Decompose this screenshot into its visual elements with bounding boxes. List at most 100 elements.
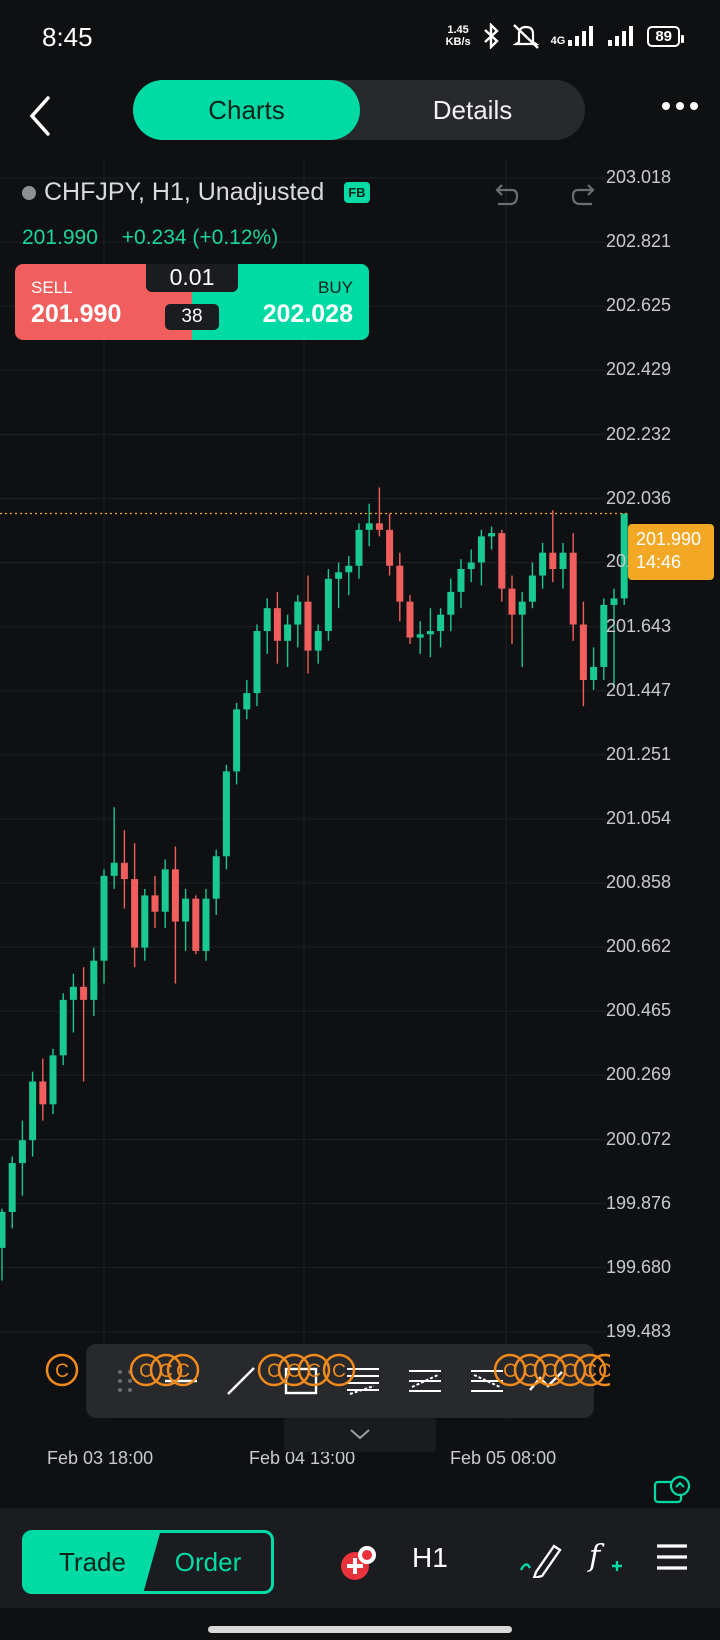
candle xyxy=(559,542,567,589)
candle xyxy=(569,533,577,641)
pitchfork-icon[interactable] xyxy=(468,1362,506,1400)
tab-details[interactable]: Details xyxy=(432,95,513,125)
candle xyxy=(49,1048,57,1115)
price-change: +0.234 (+0.12%) xyxy=(121,226,279,249)
svg-text:C: C xyxy=(267,1361,281,1382)
indicator-icon[interactable]: f xyxy=(586,1538,626,1578)
back-button[interactable] xyxy=(20,88,70,148)
status-icons: 1.45 KB/s 4G 89 xyxy=(445,22,684,50)
draw-icon[interactable] xyxy=(518,1538,562,1578)
svg-text:C: C xyxy=(598,1361,610,1382)
event-marker[interactable]: C xyxy=(322,1353,356,1387)
svg-text:C: C xyxy=(332,1361,346,1382)
bottom-bar: Trade Order H1 f xyxy=(0,1508,720,1608)
price-tick: 199.483 xyxy=(606,1320,672,1341)
candle xyxy=(294,595,302,648)
price-tick: 199.680 xyxy=(606,1256,672,1277)
fit-screen-icon[interactable] xyxy=(652,1474,692,1508)
price-tick: 202.232 xyxy=(606,423,672,444)
event-marker[interactable]: C xyxy=(588,1353,610,1387)
trade-button[interactable]: Trade xyxy=(25,1533,160,1591)
svg-text:C: C xyxy=(523,1361,537,1382)
price-tick: 201.447 xyxy=(606,679,672,700)
event-marker[interactable]: C xyxy=(553,1353,587,1387)
candle xyxy=(110,807,118,889)
event-marker[interactable]: C xyxy=(129,1353,163,1387)
candle xyxy=(120,830,128,909)
undo-icon[interactable] xyxy=(490,178,520,208)
candle xyxy=(273,591,281,664)
price-tick: 202.625 xyxy=(606,295,672,316)
home-indicator[interactable] xyxy=(208,1626,512,1633)
lot-size-input[interactable]: 0.01 xyxy=(146,264,238,292)
mute-icon xyxy=(511,24,540,49)
price-tick: 200.662 xyxy=(606,935,672,956)
signal-icon xyxy=(568,26,594,46)
net-speed-unit: KB/s xyxy=(445,36,471,48)
fb-badge: FB xyxy=(344,182,370,203)
event-marker[interactable]: C xyxy=(277,1353,311,1387)
buy-label: BUY xyxy=(318,278,353,297)
undo-redo xyxy=(490,178,600,208)
parallel-channel-icon[interactable] xyxy=(406,1362,444,1400)
timeframe-selector[interactable]: H1 xyxy=(412,1542,448,1573)
candle xyxy=(161,859,169,929)
candle xyxy=(508,575,516,645)
top-nav: Charts Details xyxy=(0,78,720,158)
sell-label: SELL xyxy=(31,278,73,297)
candle xyxy=(29,1071,37,1157)
collapse-panel-button[interactable] xyxy=(284,1418,436,1452)
candle xyxy=(18,1120,26,1196)
current-price-tag: 201.990 14:46 xyxy=(628,524,714,580)
event-marker[interactable]: C xyxy=(297,1353,331,1387)
trend-line-icon[interactable] xyxy=(222,1362,260,1400)
candle xyxy=(457,559,465,609)
rectangle-icon[interactable] xyxy=(282,1362,320,1400)
time-tick: Feb 04 13:00 xyxy=(249,1448,356,1468)
event-marker[interactable]: C xyxy=(257,1353,291,1387)
event-marker[interactable]: C xyxy=(513,1353,547,1387)
candle xyxy=(600,598,608,680)
price-tick: 202.036 xyxy=(606,487,672,508)
price-axis[interactable]: 203.018 202.821 202.625 202.429 202.232 202.0… xyxy=(606,160,720,1440)
candle xyxy=(539,542,547,589)
svg-text:C: C xyxy=(307,1361,321,1382)
event-marker[interactable]: C xyxy=(45,1353,79,1387)
net-speed-value: 1.45 xyxy=(447,24,469,36)
candle xyxy=(263,598,271,654)
candle xyxy=(233,702,241,785)
market-status-dot xyxy=(22,185,36,200)
menu-icon[interactable] xyxy=(654,1542,690,1572)
order-button[interactable]: Order xyxy=(174,1547,242,1577)
price-tick: 199.876 xyxy=(606,1192,672,1213)
candle-countdown: 14:46 xyxy=(636,552,682,572)
svg-text:C: C xyxy=(176,1361,190,1382)
candle xyxy=(151,875,159,929)
time-axis[interactable]: Feb 03 18:00 Feb 04 13:00 Feb 05 08:00 xyxy=(0,1448,620,1478)
price-tick: 202.429 xyxy=(606,359,672,380)
symbol-title[interactable]: CHFJPY, H1, Unadjusted xyxy=(44,178,325,206)
event-marker[interactable]: C xyxy=(493,1353,527,1387)
flag-icon[interactable] xyxy=(338,1544,378,1584)
bluetooth-icon xyxy=(483,23,499,49)
chart-area[interactable]: CHFJPY, H1, Unadjusted FB 201.990 +0.234… xyxy=(0,160,720,1490)
more-icon[interactable] xyxy=(662,102,698,110)
back-arrow-icon xyxy=(29,96,50,136)
candle xyxy=(426,608,434,658)
candle xyxy=(90,947,98,1017)
svg-text:C: C xyxy=(287,1361,301,1382)
candlestick-chart[interactable] xyxy=(0,160,720,1490)
signal-icon-2 xyxy=(608,26,634,46)
sell-price: 201.990 xyxy=(31,300,122,328)
tab-charts[interactable]: Charts xyxy=(133,80,360,140)
time-tick: Feb 03 18:00 xyxy=(47,1448,154,1468)
svg-text:C: C xyxy=(503,1361,517,1382)
event-marker[interactable]: C xyxy=(533,1353,567,1387)
event-marker[interactable]: C xyxy=(166,1353,200,1387)
redo-icon[interactable] xyxy=(570,178,600,208)
candle xyxy=(437,608,445,648)
price-tick: 202.821 xyxy=(606,231,672,252)
spread-value: 38 xyxy=(165,304,219,330)
candle xyxy=(39,1058,47,1121)
